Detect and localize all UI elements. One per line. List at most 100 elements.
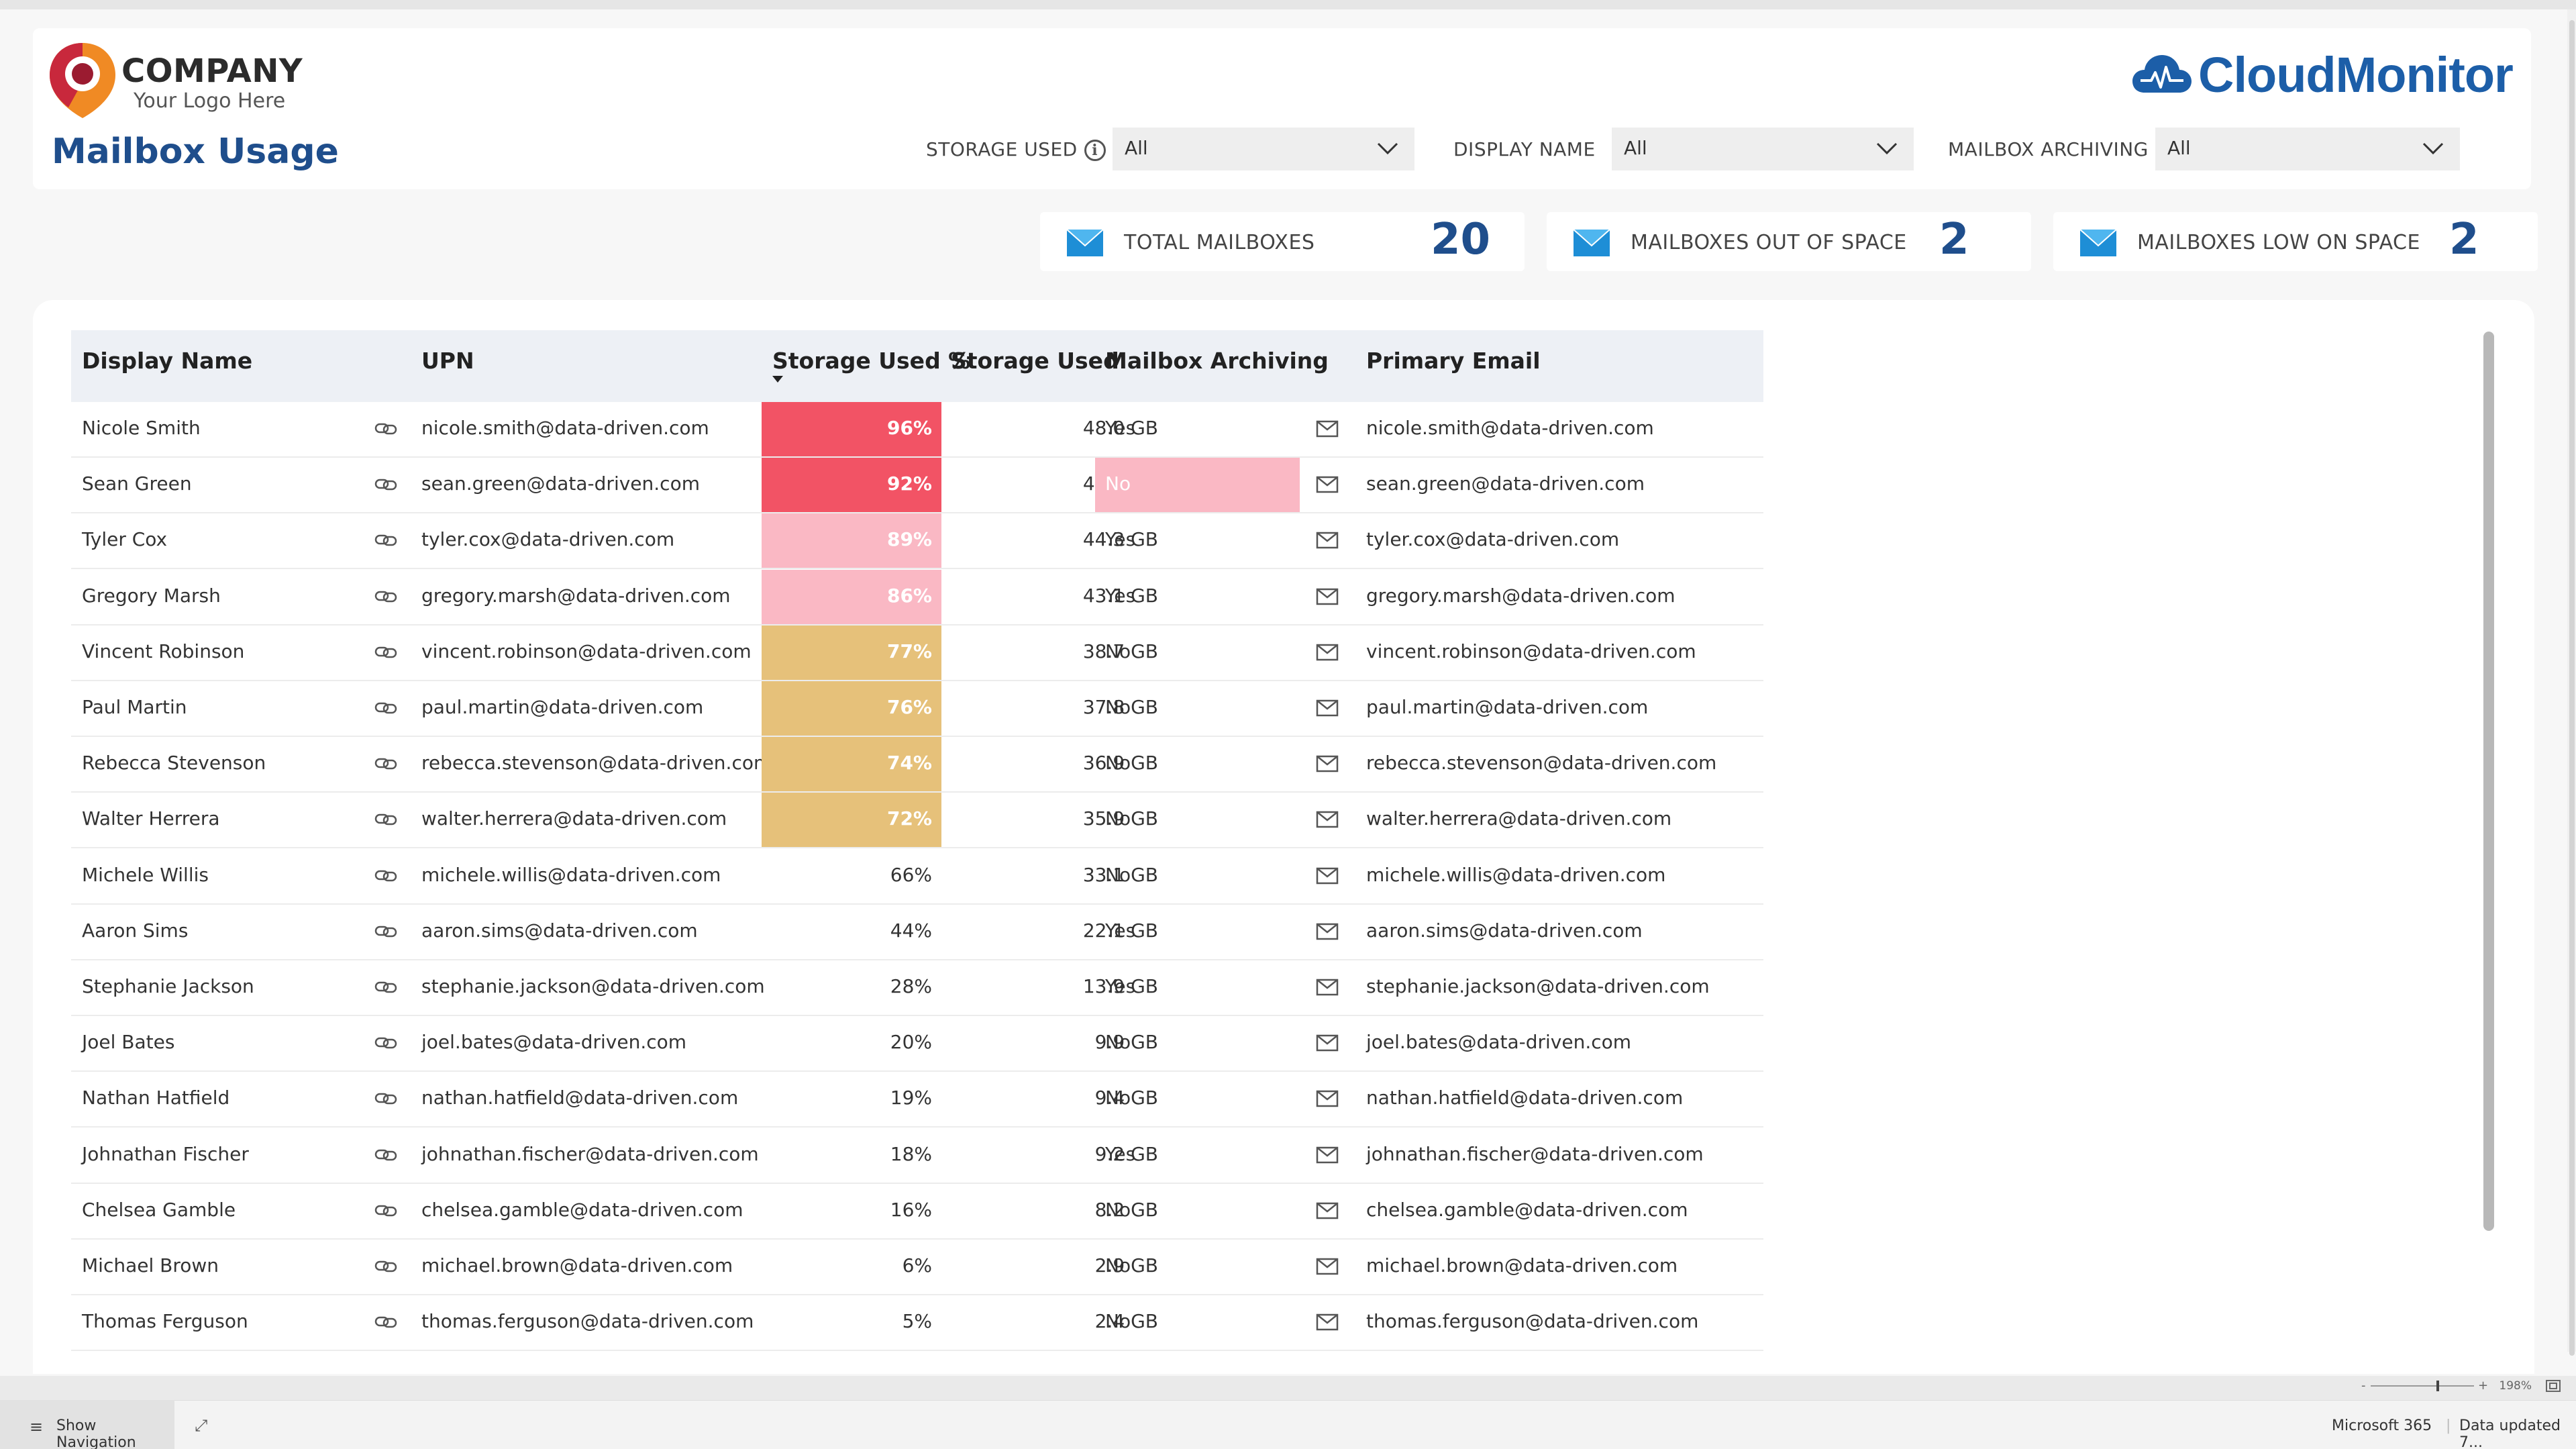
cell-primary-email[interactable]: nathan.hatfield@data-driven.com [1366, 1087, 1684, 1109]
cell-upn[interactable]: aaron.sims@data-driven.com [421, 919, 698, 942]
cell-upn[interactable]: michele.willis@data-driven.com [421, 863, 721, 886]
link-icon[interactable] [374, 809, 397, 830]
cell-primary-email[interactable]: walter.herrera@data-driven.com [1366, 807, 1672, 830]
workspace-name[interactable]: Microsoft 365 [2332, 1417, 2432, 1434]
cell-upn[interactable]: stephanie.jackson@data-driven.com [421, 975, 765, 997]
storage-used-dropdown[interactable]: All [1113, 128, 1414, 170]
mail-icon[interactable] [1316, 420, 1339, 438]
cell-upn[interactable]: gregory.marsh@data-driven.com [421, 584, 731, 607]
cell-primary-email[interactable]: michele.willis@data-driven.com [1366, 863, 1666, 886]
mail-icon[interactable] [1316, 588, 1339, 605]
cell-primary-email[interactable]: chelsea.gamble@data-driven.com [1366, 1198, 1688, 1221]
table-row[interactable]: Nathan Hatfield nathan.hatfield@data-dri… [71, 1072, 1763, 1128]
table-row[interactable]: Walter Herrera walter.herrera@data-drive… [71, 793, 1763, 849]
table-row[interactable]: Michele Willis michele.willis@data-drive… [71, 849, 1763, 905]
cell-upn[interactable]: paul.martin@data-driven.com [421, 696, 704, 718]
link-icon[interactable] [374, 419, 397, 439]
link-icon[interactable] [374, 866, 397, 886]
cell-upn[interactable]: nathan.hatfield@data-driven.com [421, 1087, 739, 1109]
page-scrollbar[interactable] [2569, 20, 2575, 1356]
zoom-control[interactable]: - + 198% [2361, 1379, 2561, 1393]
table-row[interactable]: Paul Martin paul.martin@data-driven.com … [71, 681, 1763, 737]
table-row[interactable]: Sean Green sean.green@data-driven.com 92… [71, 458, 1763, 514]
column-header-upn[interactable]: UPN [421, 348, 474, 374]
column-header-storage-used-pct[interactable]: Storage Used % [772, 348, 971, 374]
cell-upn[interactable]: nicole.smith@data-driven.com [421, 417, 709, 439]
table-row[interactable]: Michael Brown michael.brown@data-driven.… [71, 1240, 1763, 1295]
link-icon[interactable] [374, 530, 397, 550]
cell-primary-email[interactable]: vincent.robinson@data-driven.com [1366, 640, 1696, 662]
cell-upn[interactable]: thomas.ferguson@data-driven.com [421, 1310, 754, 1333]
cell-upn[interactable]: rebecca.stevenson@data-driven.com [421, 752, 772, 775]
expand-icon[interactable]: ⤢ [195, 1416, 208, 1435]
link-icon[interactable] [374, 1033, 397, 1053]
table-row[interactable]: Joel Bates joel.bates@data-driven.com 20… [71, 1016, 1763, 1072]
mail-icon[interactable] [1316, 476, 1339, 493]
info-icon[interactable]: i [1084, 140, 1106, 161]
cell-upn[interactable]: vincent.robinson@data-driven.com [421, 640, 752, 662]
cell-upn[interactable]: sean.green@data-driven.com [421, 472, 700, 495]
table-row[interactable]: Vincent Robinson vincent.robinson@data-d… [71, 625, 1763, 681]
fit-page-icon[interactable] [2546, 1380, 2561, 1392]
cell-primary-email[interactable]: gregory.marsh@data-driven.com [1366, 584, 1676, 607]
link-icon[interactable] [374, 1145, 397, 1165]
cell-primary-email[interactable]: johnathan.fischer@data-driven.com [1366, 1142, 1704, 1165]
link-icon[interactable] [374, 977, 397, 997]
column-header-mailbox-archiving[interactable]: Mailbox Archiving [1105, 348, 1329, 374]
mail-icon[interactable] [1316, 867, 1339, 885]
mail-icon[interactable] [1316, 1313, 1339, 1331]
mail-icon[interactable] [1316, 1090, 1339, 1107]
table-scrollbar[interactable] [2483, 332, 2494, 1231]
column-header-display-name[interactable]: Display Name [82, 348, 253, 374]
mail-icon[interactable] [1316, 532, 1339, 549]
column-header-storage-used[interactable]: Storage Used [951, 348, 1119, 374]
link-icon[interactable] [374, 1089, 397, 1109]
cell-primary-email[interactable]: thomas.ferguson@data-driven.com [1366, 1310, 1699, 1333]
table-row[interactable]: Thomas Ferguson thomas.ferguson@data-dri… [71, 1295, 1763, 1352]
link-icon[interactable] [374, 698, 397, 718]
mail-icon[interactable] [1316, 1202, 1339, 1219]
mail-icon[interactable] [1316, 755, 1339, 772]
mail-icon[interactable] [1316, 923, 1339, 940]
link-icon[interactable] [374, 1312, 397, 1332]
cell-upn[interactable]: walter.herrera@data-driven.com [421, 807, 727, 830]
cell-primary-email[interactable]: michael.brown@data-driven.com [1366, 1254, 1678, 1277]
mail-icon[interactable] [1316, 811, 1339, 828]
cell-upn[interactable]: joel.bates@data-driven.com [421, 1031, 687, 1054]
cell-upn[interactable]: johnathan.fischer@data-driven.com [421, 1142, 759, 1165]
table-row[interactable]: Tyler Cox tyler.cox@data-driven.com 89% … [71, 513, 1763, 570]
display-name-dropdown[interactable]: All [1612, 128, 1914, 170]
table-row[interactable]: Chelsea Gamble chelsea.gamble@data-drive… [71, 1184, 1763, 1240]
mailbox-archiving-dropdown[interactable]: All [2155, 128, 2460, 170]
cell-primary-email[interactable]: tyler.cox@data-driven.com [1366, 528, 1620, 551]
mail-icon[interactable] [1316, 979, 1339, 996]
table-row[interactable]: Stephanie Jackson stephanie.jackson@data… [71, 960, 1763, 1016]
link-icon[interactable] [374, 642, 397, 662]
table-row[interactable]: Aaron Sims aaron.sims@data-driven.com 44… [71, 905, 1763, 960]
cell-primary-email[interactable]: rebecca.stevenson@data-driven.com [1366, 752, 1717, 775]
table-row[interactable]: Nicole Smith nicole.smith@data-driven.co… [71, 402, 1763, 458]
table-row[interactable]: Johnathan Fischer johnathan.fischer@data… [71, 1128, 1763, 1184]
link-icon[interactable] [374, 1256, 397, 1277]
mail-icon[interactable] [1316, 1034, 1339, 1052]
cell-upn[interactable]: tyler.cox@data-driven.com [421, 528, 675, 551]
cell-primary-email[interactable]: sean.green@data-driven.com [1366, 472, 1645, 495]
cell-primary-email[interactable]: aaron.sims@data-driven.com [1366, 919, 1643, 942]
table-row[interactable]: Gregory Marsh gregory.marsh@data-driven.… [71, 569, 1763, 626]
cell-primary-email[interactable]: joel.bates@data-driven.com [1366, 1031, 1632, 1054]
link-icon[interactable] [374, 587, 397, 607]
link-icon[interactable] [374, 754, 397, 774]
link-icon[interactable] [374, 1201, 397, 1221]
column-header-primary-email[interactable]: Primary Email [1366, 348, 1541, 374]
table-row[interactable]: Rebecca Stevenson rebecca.stevenson@data… [71, 737, 1763, 793]
link-icon[interactable] [374, 921, 397, 942]
mail-icon[interactable] [1316, 699, 1339, 717]
cell-primary-email[interactable]: paul.martin@data-driven.com [1366, 696, 1649, 718]
cell-upn[interactable]: michael.brown@data-driven.com [421, 1254, 733, 1277]
zoom-slider[interactable]: - + [2361, 1379, 2489, 1393]
link-icon[interactable] [374, 474, 397, 495]
mail-icon[interactable] [1316, 1258, 1339, 1275]
show-navigation-button[interactable]: ≡ Show Navigation [0, 1400, 174, 1449]
cell-primary-email[interactable]: stephanie.jackson@data-driven.com [1366, 975, 1710, 997]
cell-upn[interactable]: chelsea.gamble@data-driven.com [421, 1198, 743, 1221]
